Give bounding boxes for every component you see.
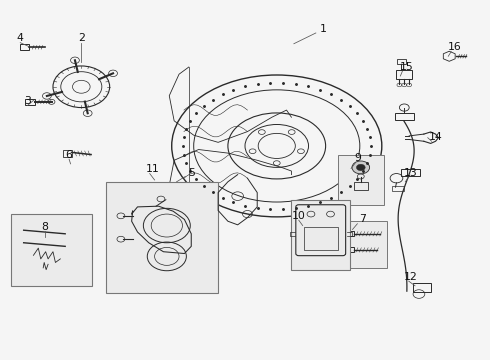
Circle shape xyxy=(71,57,79,63)
Text: 16: 16 xyxy=(448,42,462,52)
Bar xyxy=(338,155,384,205)
Bar xyxy=(292,200,350,270)
Bar xyxy=(397,59,406,64)
Bar xyxy=(413,283,431,292)
Text: 7: 7 xyxy=(359,215,366,224)
Circle shape xyxy=(109,70,118,77)
Bar xyxy=(63,149,72,157)
Text: 9: 9 xyxy=(354,153,361,163)
Bar xyxy=(11,214,92,286)
Text: 14: 14 xyxy=(429,132,442,142)
Circle shape xyxy=(356,164,365,171)
Bar xyxy=(401,168,420,176)
Circle shape xyxy=(43,93,51,99)
Bar xyxy=(304,226,338,250)
Text: 8: 8 xyxy=(41,222,48,231)
Bar xyxy=(20,44,29,50)
Text: 2: 2 xyxy=(78,33,85,43)
Bar xyxy=(392,186,404,192)
Bar xyxy=(396,70,412,78)
Text: 12: 12 xyxy=(404,272,418,282)
Bar xyxy=(344,247,354,252)
Text: 5: 5 xyxy=(188,168,195,178)
Bar xyxy=(106,182,218,293)
Text: 3: 3 xyxy=(24,96,31,106)
Text: 11: 11 xyxy=(146,164,159,174)
Circle shape xyxy=(83,110,92,117)
Text: 6: 6 xyxy=(66,150,73,160)
Text: 15: 15 xyxy=(399,62,413,72)
Bar xyxy=(338,221,387,268)
Bar xyxy=(394,113,414,120)
Bar xyxy=(354,182,368,190)
Bar xyxy=(344,231,354,236)
Text: 1: 1 xyxy=(320,24,327,35)
Circle shape xyxy=(48,99,55,104)
Bar xyxy=(25,99,35,105)
Text: 4: 4 xyxy=(17,33,24,43)
Text: 10: 10 xyxy=(292,211,306,221)
Circle shape xyxy=(352,161,369,174)
Text: 13: 13 xyxy=(404,168,418,178)
